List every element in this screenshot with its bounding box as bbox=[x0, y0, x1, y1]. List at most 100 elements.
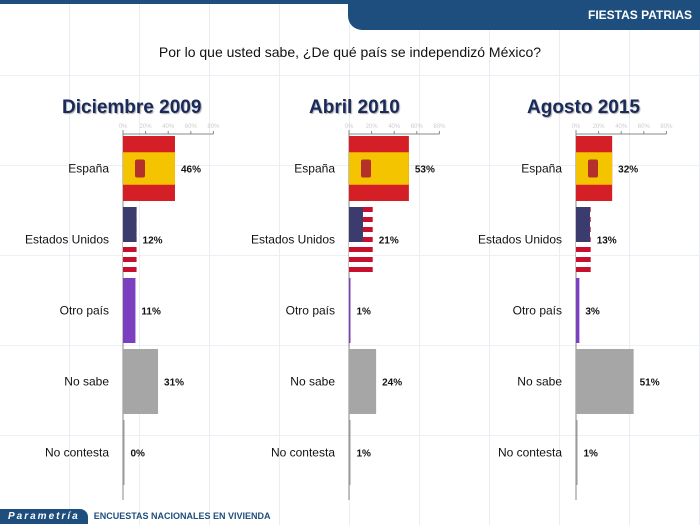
data-label: 31% bbox=[164, 378, 184, 389]
footer: Parametría ENCUESTAS NACIONALES EN VIVIE… bbox=[0, 507, 271, 525]
category-label: Otro país bbox=[513, 304, 562, 318]
bar-rect bbox=[123, 420, 125, 485]
x-tick-label: 20% bbox=[366, 124, 379, 130]
usa-stripe bbox=[123, 257, 137, 262]
usa-canton bbox=[349, 207, 363, 242]
bar bbox=[349, 207, 373, 272]
usa-stripe bbox=[576, 267, 591, 272]
x-tick-label: 20% bbox=[593, 124, 606, 130]
bar bbox=[576, 278, 580, 343]
x-tick-label: 0% bbox=[119, 124, 128, 130]
bar-rect bbox=[123, 278, 136, 343]
bar bbox=[576, 136, 613, 201]
usa-stripe bbox=[123, 252, 137, 257]
chart-panel-2: 0% 20% 40% 60% 80% España 32% Estados Unidos 13%… bbox=[478, 124, 673, 500]
usa-stripe bbox=[349, 252, 373, 257]
data-label: 12% bbox=[143, 236, 163, 247]
question-text: Por lo que usted sabe, ¿De qué país se i… bbox=[158, 44, 542, 60]
bar bbox=[123, 349, 159, 414]
category-label: España bbox=[521, 162, 562, 176]
panel-title-2009: Diciembre 2009 bbox=[62, 97, 202, 118]
usa-stripe bbox=[349, 247, 373, 252]
panel-title-2010: Abril 2010 bbox=[309, 97, 400, 118]
bar bbox=[349, 136, 409, 201]
usa-stripe bbox=[123, 267, 137, 272]
bar bbox=[576, 420, 578, 485]
bar-rect bbox=[349, 278, 351, 343]
spain-flag-stripe bbox=[123, 152, 175, 185]
bar bbox=[123, 136, 175, 201]
category-label: Estados Unidos bbox=[25, 233, 109, 247]
usa-stripe bbox=[576, 252, 591, 257]
usa-canton bbox=[123, 207, 137, 242]
bar-rect bbox=[349, 349, 377, 414]
category-label: No sabe bbox=[517, 375, 562, 389]
usa-stripe bbox=[123, 247, 137, 252]
data-label: 1% bbox=[357, 307, 372, 318]
spain-coat-of-arms-icon bbox=[588, 159, 598, 178]
data-label: 1% bbox=[584, 449, 599, 460]
data-label: 1% bbox=[357, 449, 372, 460]
bar-rect bbox=[576, 349, 634, 414]
category-label: Otro país bbox=[286, 304, 335, 318]
category-label: No sabe bbox=[64, 375, 109, 389]
chart-panel-1: 0% 20% 40% 60% 80% España 53% Estados Unidos 21%… bbox=[251, 124, 446, 500]
footer-text: ENCUESTAS NACIONALES EN VIVIENDA bbox=[93, 511, 271, 521]
data-label: 53% bbox=[415, 165, 435, 176]
data-label: 0% bbox=[131, 449, 146, 460]
section-banner: FIESTAS PATRIAS bbox=[348, 0, 700, 30]
data-label: 24% bbox=[382, 378, 402, 389]
bar bbox=[123, 420, 125, 485]
category-label: España bbox=[294, 162, 335, 176]
bar-rect bbox=[123, 349, 159, 414]
bar bbox=[576, 207, 591, 272]
bar bbox=[576, 349, 634, 414]
section-title: FIESTAS PATRIAS bbox=[587, 8, 692, 22]
x-tick-label: 40% bbox=[388, 124, 401, 130]
bar-rect bbox=[576, 278, 580, 343]
x-tick-label: 40% bbox=[615, 124, 628, 130]
usa-canton bbox=[576, 207, 590, 242]
usa-stripe bbox=[576, 247, 591, 252]
usa-stripe bbox=[576, 262, 591, 267]
spain-flag-stripe bbox=[349, 152, 409, 185]
x-tick-label: 80% bbox=[660, 124, 673, 130]
bar bbox=[123, 207, 137, 272]
usa-stripe bbox=[576, 242, 591, 247]
category-label: No sabe bbox=[290, 375, 335, 389]
category-label: Otro país bbox=[60, 304, 109, 318]
usa-stripe bbox=[576, 257, 591, 262]
data-label: 3% bbox=[585, 307, 600, 318]
bar bbox=[349, 420, 351, 485]
x-tick-label: 60% bbox=[185, 124, 198, 130]
usa-stripe bbox=[349, 257, 373, 262]
bar bbox=[349, 349, 377, 414]
chart-panel-0: 0% 20% 40% 60% 80% España 46% Estados Unidos 12%… bbox=[25, 124, 220, 500]
x-tick-label: 40% bbox=[162, 124, 175, 130]
bar-rect bbox=[576, 420, 578, 485]
category-label: No contesta bbox=[45, 446, 109, 460]
spain-coat-of-arms-icon bbox=[361, 159, 371, 178]
category-label: Estados Unidos bbox=[251, 233, 335, 247]
data-label: 32% bbox=[618, 165, 638, 176]
usa-stripe bbox=[123, 242, 137, 247]
bar bbox=[349, 278, 351, 343]
x-tick-label: 0% bbox=[572, 124, 581, 130]
x-tick-label: 0% bbox=[345, 124, 354, 130]
x-tick-label: 60% bbox=[638, 124, 651, 130]
x-tick-label: 60% bbox=[411, 124, 424, 130]
usa-stripe bbox=[349, 242, 373, 247]
spain-coat-of-arms-icon bbox=[135, 159, 145, 178]
bar bbox=[123, 278, 136, 343]
category-label: España bbox=[68, 162, 109, 176]
x-tick-label: 80% bbox=[433, 124, 446, 130]
data-label: 11% bbox=[141, 307, 161, 318]
usa-stripe bbox=[349, 267, 373, 272]
data-label: 13% bbox=[597, 236, 617, 247]
category-label: Estados Unidos bbox=[478, 233, 562, 247]
category-label: No contesta bbox=[271, 446, 335, 460]
data-label: 46% bbox=[181, 165, 201, 176]
x-tick-label: 80% bbox=[207, 124, 220, 130]
bar-rect bbox=[349, 420, 351, 485]
